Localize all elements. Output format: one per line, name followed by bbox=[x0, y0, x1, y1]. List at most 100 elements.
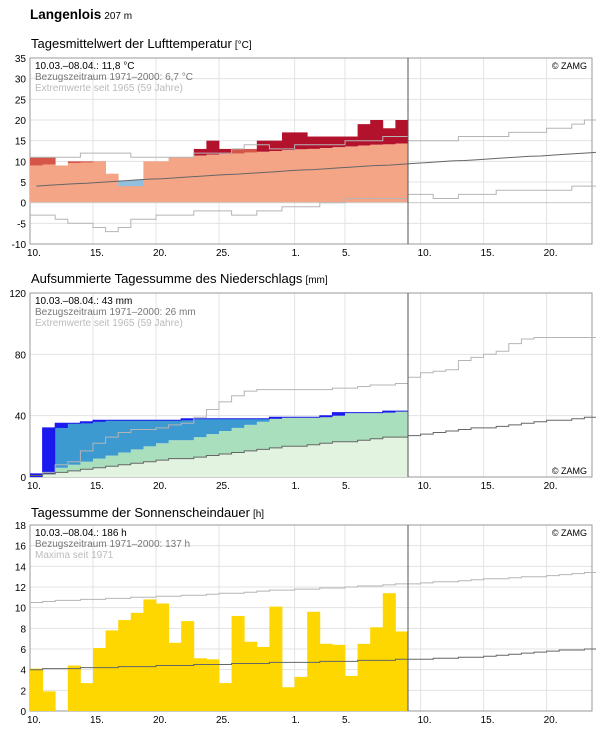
daily-precip-bar bbox=[80, 421, 94, 424]
temperature-anomaly-bar bbox=[244, 148, 258, 153]
precip-surplus-area bbox=[332, 412, 346, 442]
normal-precip-area bbox=[231, 452, 245, 477]
temperature-cold-bar bbox=[130, 179, 144, 187]
temperature-title: Tagesmittelwert der Lufttemperatur [°C] bbox=[31, 36, 252, 51]
precip-surplus-area bbox=[370, 412, 384, 439]
sunshine-bar bbox=[168, 642, 182, 711]
x-tick-label: 20. bbox=[153, 248, 167, 259]
precip-high-surplus-area bbox=[67, 423, 81, 465]
y-tick-label: 40 bbox=[15, 412, 27, 423]
precip-surplus-area bbox=[395, 411, 409, 438]
temperature-warm-bar bbox=[382, 144, 396, 166]
temperature-warm-bar bbox=[42, 164, 56, 186]
temperature-anomaly-bar bbox=[307, 136, 321, 149]
temperature-warm-bar bbox=[206, 154, 220, 176]
normal-precip-area bbox=[193, 457, 207, 477]
y-tick-label: -5 bbox=[17, 219, 26, 230]
temperature-warm-bar bbox=[231, 153, 245, 175]
precip-surplus-area bbox=[244, 424, 258, 451]
y-tick-label: 14 bbox=[15, 562, 27, 573]
y-tick-label: 80 bbox=[15, 350, 27, 361]
y-tick-label: 6 bbox=[20, 645, 26, 656]
precip-surplus-area bbox=[307, 417, 321, 445]
temperature-warm-bar bbox=[55, 165, 69, 185]
normal-base-bar bbox=[244, 173, 258, 203]
precipitation-chart: 10. 15. 20. 25. 1. 5. 10. 15. 20. 120 80 40 0 10.03.–… bbox=[9, 289, 596, 492]
precip-high-surplus-area bbox=[156, 420, 169, 444]
normal-base-bar bbox=[118, 180, 132, 203]
y-tick-label: 30 bbox=[15, 75, 27, 86]
daily-precip-bar bbox=[93, 420, 106, 422]
x-tick-label: 15. bbox=[481, 715, 495, 726]
normal-base-bar bbox=[294, 170, 308, 203]
normal-base-bar bbox=[269, 171, 283, 203]
precip-high-surplus-area bbox=[80, 421, 94, 462]
temperature-warm-bar bbox=[181, 157, 195, 178]
copyright-label: © ZAMG bbox=[552, 61, 587, 71]
normal-base-bar bbox=[219, 174, 232, 203]
precip-surplus-area bbox=[294, 417, 308, 447]
y-tick-label: 10 bbox=[15, 604, 27, 615]
precipitation-title: Aufsummierte Tagessumme des Niederschlag… bbox=[31, 271, 328, 286]
x-tick-label: 10. bbox=[418, 715, 432, 726]
temperature-warm-bar bbox=[105, 173, 119, 182]
sunshine-bar bbox=[42, 691, 56, 711]
temperature-warm-bar bbox=[256, 151, 270, 173]
y-tick-label: 25 bbox=[15, 95, 27, 106]
sunshine-bar bbox=[206, 659, 220, 711]
x-tick-label: 5. bbox=[342, 481, 350, 492]
x-tick-label: 15. bbox=[90, 248, 104, 259]
precip-high-surplus-area bbox=[130, 420, 144, 450]
normal-base-bar bbox=[55, 184, 69, 203]
normal-precip-area bbox=[244, 450, 258, 477]
sunshine-bar bbox=[130, 612, 144, 711]
sunshine-bar bbox=[93, 647, 106, 711]
max-extreme-line bbox=[30, 337, 596, 476]
temperature-warm-bar bbox=[282, 150, 295, 171]
sunshine-bar bbox=[193, 658, 207, 711]
normal-base-bar bbox=[256, 172, 270, 203]
sunshine-bar bbox=[105, 630, 119, 711]
station-name: Langenlois bbox=[30, 7, 102, 22]
normal-base-bar bbox=[80, 183, 94, 203]
normal-precip-area bbox=[319, 443, 333, 477]
legend-entry: 10.03.–08.04.: 11,8 °C bbox=[35, 61, 134, 72]
x-tick-label: 10. bbox=[418, 481, 432, 492]
sunshine-title-text: Tagessumme der Sonnenscheindauer bbox=[31, 505, 250, 520]
normal-base-bar bbox=[345, 167, 358, 203]
legend-entry: Extremwerte seit 1965 (59 Jahre) bbox=[35, 83, 183, 94]
temperature-warm-bar bbox=[80, 162, 94, 184]
normal-precip-area bbox=[219, 454, 232, 477]
normal-base-bar bbox=[143, 179, 157, 203]
precip-surplus-area bbox=[118, 452, 132, 465]
sunshine-bar bbox=[256, 646, 270, 711]
precip-surplus-area bbox=[93, 458, 106, 468]
x-tick-label: 10. bbox=[418, 248, 432, 259]
temperature-warm-bar bbox=[156, 161, 169, 179]
x-tick-label: 1. bbox=[292, 248, 300, 259]
temperature-anomaly-bar bbox=[80, 161, 94, 163]
temperature-warm-bar bbox=[319, 148, 333, 169]
normal-line bbox=[36, 151, 596, 187]
precip-surplus-area bbox=[67, 464, 81, 471]
normal-base-bar bbox=[370, 165, 384, 203]
temperature-anomaly-bar bbox=[332, 136, 346, 148]
legend-entry: Bezugszeitraum 1971–2000: 6,7 °C bbox=[35, 72, 193, 83]
sunshine-bar bbox=[395, 631, 409, 711]
normal-precip-area bbox=[55, 472, 69, 477]
sunshine-bar bbox=[67, 665, 81, 711]
legend-entry: Bezugszeitraum 1971–2000: 26 mm bbox=[35, 307, 196, 318]
temperature-warm-bar bbox=[168, 157, 182, 178]
precip-surplus-area bbox=[282, 417, 295, 447]
y-tick-label: 120 bbox=[9, 289, 26, 300]
temperature-warm-bar bbox=[93, 161, 106, 183]
y-tick-label: -10 bbox=[12, 240, 27, 251]
temperature-unit: [°C] bbox=[234, 40, 252, 51]
station-header: Langenlois 207 m bbox=[30, 6, 132, 24]
normal-precip-area bbox=[181, 458, 195, 477]
precip-high-surplus-area bbox=[256, 418, 270, 422]
max-extreme-line bbox=[30, 572, 596, 603]
sunshine-bar bbox=[357, 643, 371, 711]
precip-high-surplus-area bbox=[231, 418, 245, 428]
